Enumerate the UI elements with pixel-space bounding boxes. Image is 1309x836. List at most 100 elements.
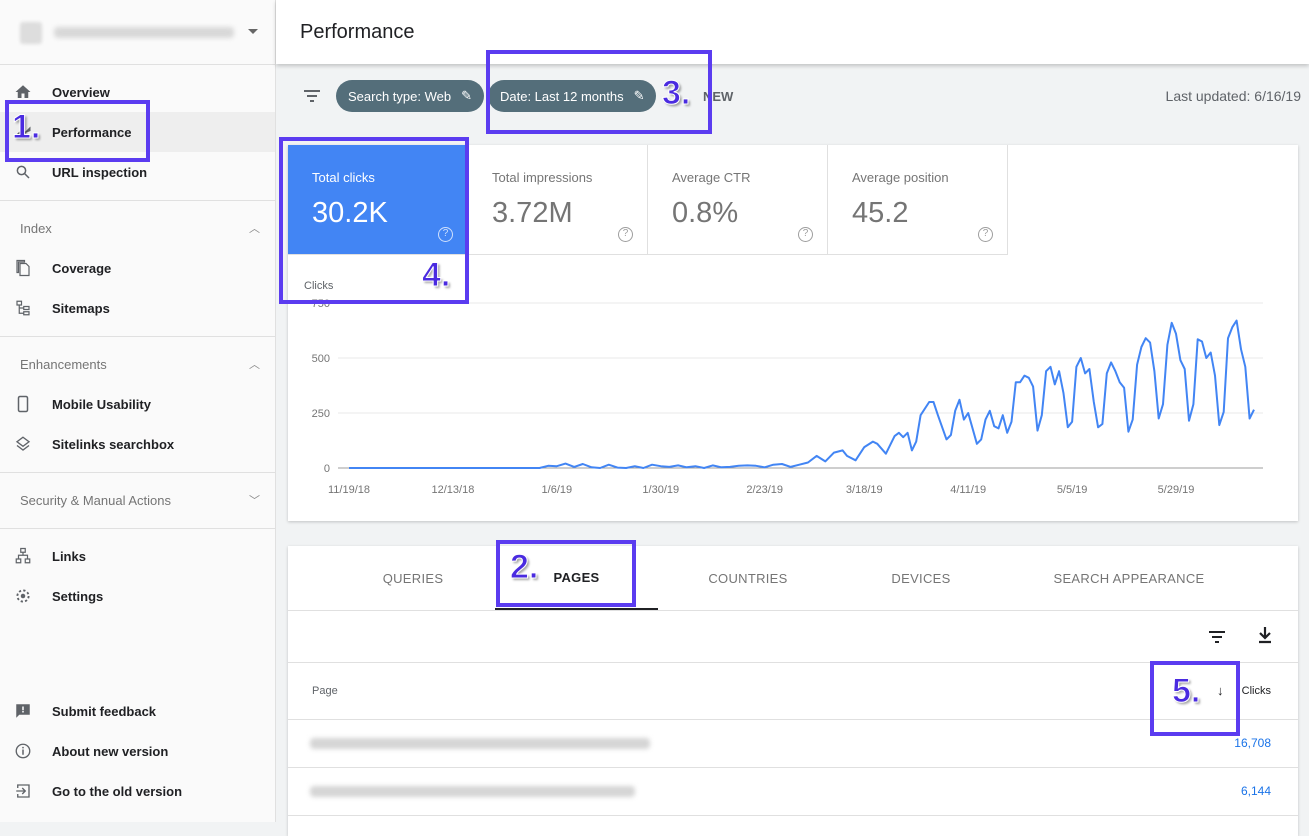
annotation-label-1: 1. bbox=[12, 108, 40, 147]
x-tick-label: 2/23/19 bbox=[746, 484, 783, 496]
divider bbox=[0, 200, 276, 201]
table-filter-icon[interactable] bbox=[1207, 627, 1227, 652]
metric-average-position[interactable]: Average position 45.2 ? bbox=[828, 145, 1008, 255]
tab-queries[interactable]: QUERIES bbox=[348, 546, 478, 610]
page-url-blurred[interactable] bbox=[310, 786, 635, 797]
chip-label: Search type: Web bbox=[348, 89, 451, 104]
last-updated: Last updated: 6/16/19 bbox=[1166, 88, 1301, 104]
sitemap-icon bbox=[0, 299, 52, 317]
sidebar-item-settings[interactable]: Settings bbox=[0, 576, 275, 616]
metric-total-impressions[interactable]: Total impressions 3.72M ? bbox=[468, 145, 648, 255]
metric-label: Average position bbox=[852, 170, 949, 185]
section-label: Enhancements bbox=[20, 357, 107, 372]
sidebar-item-label: Sitemaps bbox=[52, 301, 110, 316]
x-tick-label: 3/18/19 bbox=[846, 484, 883, 496]
search-type-chip[interactable]: Search type: Web ✎ bbox=[336, 80, 484, 112]
clicks-value: 6,144 bbox=[1241, 784, 1271, 798]
edit-pencil-icon: ✎ bbox=[461, 88, 472, 104]
metric-value: 45.2 bbox=[852, 197, 908, 230]
sidebar-item-links[interactable]: Links bbox=[0, 536, 275, 576]
coverage-icon bbox=[0, 259, 52, 277]
metric-value: 3.72M bbox=[492, 197, 573, 230]
annotation-label-3: 3. bbox=[662, 74, 690, 113]
gear-icon bbox=[0, 587, 52, 605]
help-icon[interactable]: ? bbox=[798, 227, 813, 242]
feedback-icon bbox=[0, 702, 52, 720]
y-tick-label: 500 bbox=[312, 353, 330, 365]
exit-icon bbox=[0, 782, 52, 800]
sidebar-item-sitemaps[interactable]: Sitemaps bbox=[0, 288, 275, 328]
help-icon[interactable]: ? bbox=[978, 227, 993, 242]
pages-table-card: QUERIES PAGES COUNTRIES DEVICES SEARCH A… bbox=[288, 546, 1298, 836]
chevron-down-icon: ﹀ bbox=[249, 492, 260, 508]
x-tick-label: 4/11/19 bbox=[950, 484, 986, 496]
table-row[interactable]: 6,144 bbox=[288, 768, 1298, 816]
x-tick-label: 5/5/19 bbox=[1057, 484, 1088, 496]
tab-search-appearance[interactable]: SEARCH APPEARANCE bbox=[1028, 546, 1230, 610]
filter-icon[interactable] bbox=[302, 86, 322, 106]
annotation-label-4: 4. bbox=[422, 256, 450, 295]
filter-bar: Search type: Web✎ Date: Last 12 months✎ … bbox=[276, 64, 1309, 128]
app-header: Performance bbox=[276, 0, 1309, 64]
table-toolbar bbox=[288, 611, 1298, 663]
tab-bar: QUERIES PAGES COUNTRIES DEVICES SEARCH A… bbox=[288, 546, 1298, 611]
section-label: Index bbox=[20, 221, 52, 236]
sidebar-item-label: Submit feedback bbox=[52, 704, 156, 719]
metric-label: Total impressions bbox=[492, 170, 592, 185]
chevron-up-icon: ︿ bbox=[249, 356, 260, 372]
sidebar-item-coverage[interactable]: Coverage bbox=[0, 248, 275, 288]
section-label: Security & Manual Actions bbox=[20, 493, 171, 508]
sidebar-item-label: URL inspection bbox=[52, 165, 147, 180]
layers-icon bbox=[0, 435, 52, 453]
page-title: Performance bbox=[300, 21, 415, 44]
y-tick-label: 0 bbox=[324, 463, 330, 475]
x-tick-label: 11/19/18 bbox=[328, 484, 370, 496]
sidebar-item-label: Settings bbox=[52, 589, 103, 604]
sidebar-item-mobile-usability[interactable]: Mobile Usability bbox=[0, 384, 275, 424]
clicks-series-line[interactable] bbox=[349, 321, 1254, 468]
page-url-blurred[interactable] bbox=[310, 738, 650, 749]
tab-countries[interactable]: COUNTRIES bbox=[678, 546, 818, 610]
divider bbox=[0, 336, 276, 337]
section-enhancements[interactable]: Enhancements ︿ bbox=[20, 354, 260, 374]
x-tick-label: 12/13/18 bbox=[432, 484, 475, 496]
divider bbox=[0, 64, 276, 65]
column-header-clicks[interactable]: Clicks bbox=[1242, 685, 1271, 697]
section-index[interactable]: Index︿ bbox=[20, 218, 260, 238]
divider bbox=[0, 472, 276, 473]
divider bbox=[0, 528, 276, 529]
sidebar-item-label: Go to the old version bbox=[52, 784, 182, 799]
info-icon bbox=[0, 742, 52, 760]
metric-value: 0.8% bbox=[672, 197, 738, 230]
sidebar-item-label: Sitelinks searchbox bbox=[52, 437, 174, 452]
property-selector[interactable] bbox=[20, 20, 265, 46]
x-tick-label: 1/6/19 bbox=[542, 484, 573, 496]
sidebar-item-sitelinks-searchbox[interactable]: Sitelinks searchbox bbox=[0, 424, 275, 464]
x-tick-label: 5/29/19 bbox=[1158, 484, 1195, 496]
home-icon bbox=[0, 83, 52, 101]
table-row[interactable]: 16,708 bbox=[288, 720, 1298, 768]
sidebar-item-submit-feedback[interactable]: Submit feedback bbox=[0, 691, 275, 731]
download-icon[interactable] bbox=[1255, 625, 1275, 650]
annotation-label-5: 5. bbox=[1172, 672, 1200, 711]
x-tick-label: 1/30/19 bbox=[642, 484, 679, 496]
phone-icon bbox=[0, 395, 52, 413]
metric-average-ctr[interactable]: Average CTR 0.8% ? bbox=[648, 145, 828, 255]
metric-label: Average CTR bbox=[672, 170, 751, 185]
y-tick-label: 250 bbox=[312, 408, 330, 420]
sidebar-item-label: Overview bbox=[52, 85, 110, 100]
search-icon bbox=[0, 163, 52, 181]
tab-devices[interactable]: DEVICES bbox=[853, 546, 989, 610]
property-url-blurred bbox=[54, 27, 234, 38]
section-security[interactable]: Security & Manual Actions ﹀ bbox=[20, 490, 260, 510]
column-header-page[interactable]: Page bbox=[312, 685, 338, 697]
sidebar-item-label: Coverage bbox=[52, 261, 111, 276]
links-icon bbox=[0, 547, 52, 565]
sidebar-item-old-version[interactable]: Go to the old version bbox=[0, 771, 275, 811]
sidebar-item-label: About new version bbox=[52, 744, 168, 759]
sidebar-item-about[interactable]: About new version bbox=[0, 731, 275, 771]
help-icon[interactable]: ? bbox=[618, 227, 633, 242]
clicks-value: 16,708 bbox=[1234, 736, 1271, 750]
sidebar-item-label: Links bbox=[52, 549, 86, 564]
